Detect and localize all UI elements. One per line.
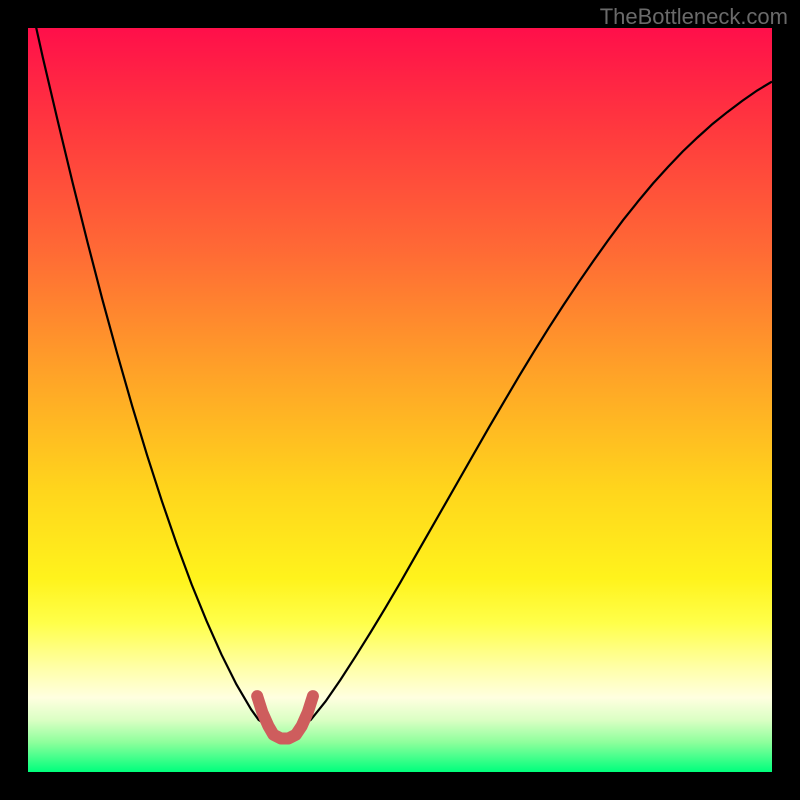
watermark-text: TheBottleneck.com [600,4,788,30]
chart-outer-frame: TheBottleneck.com [0,0,800,800]
chart-background [28,28,772,772]
chart-plot-area [28,28,772,772]
chart-svg [28,28,772,772]
